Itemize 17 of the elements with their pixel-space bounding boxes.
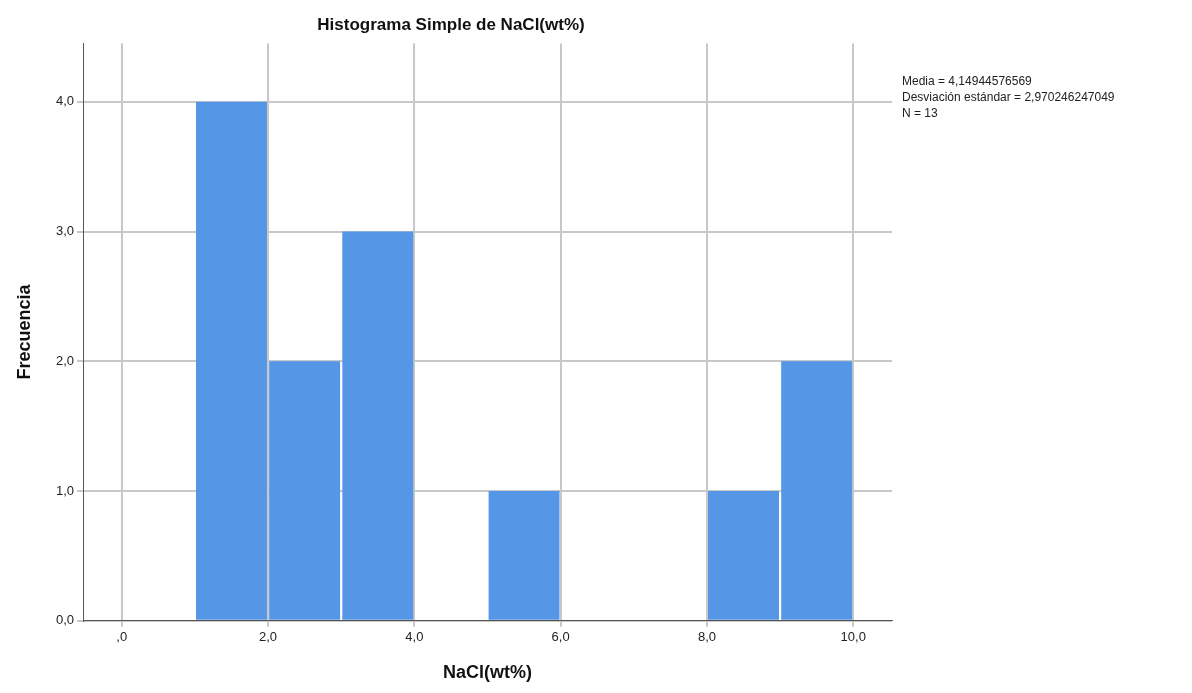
text: Media = 4,14944576569	[902, 73, 1033, 89]
x-axis-title: NaCl(wt%)	[443, 662, 532, 683]
x-tick-label: ,0	[116, 629, 128, 645]
x-tick-label: 6,0	[551, 629, 570, 645]
y-tick-label: 3,0	[55, 223, 74, 239]
x-tick-label: 2,0	[259, 629, 278, 645]
x-tick-label: 4,0	[405, 629, 424, 645]
y-tick-label: 4,0	[55, 93, 74, 109]
text: Desviación estándar = 2,970246247049	[902, 89, 1115, 105]
y-axis-title: Frecuencia	[13, 283, 34, 380]
x-tick-label: 8,0	[697, 629, 716, 645]
chart-title: Histograma Simple de NaCl(wt%)	[317, 14, 585, 34]
x-tick-label: 10,0	[840, 629, 866, 645]
text: N = 13	[902, 105, 939, 121]
y-tick-label: 0,0	[55, 612, 74, 628]
y-tick-label: 2,0	[55, 352, 74, 368]
y-tick-label: 1,0	[55, 482, 74, 498]
